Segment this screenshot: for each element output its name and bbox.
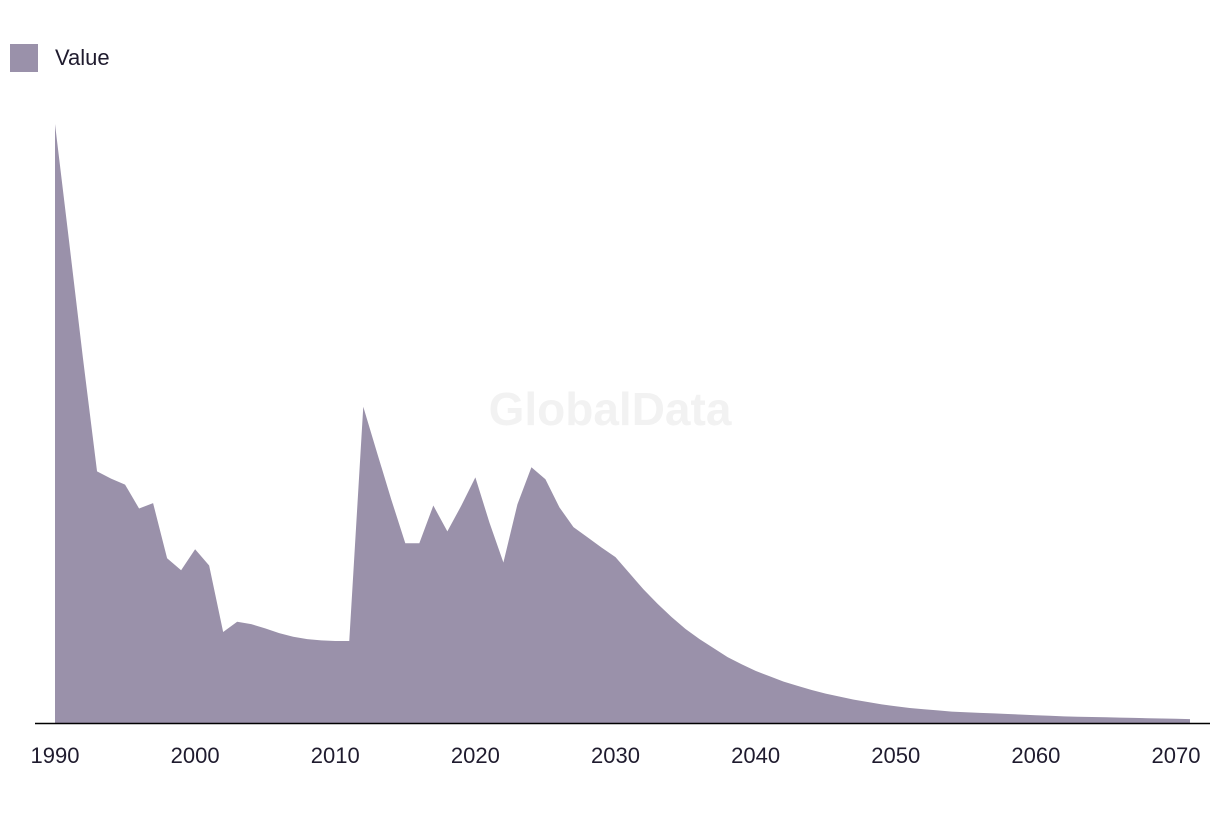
x-tick-label: 1990: [31, 743, 80, 768]
x-axis-ticks: 1990 2000 2010 2020 2030 2040 2050 2060 2070: [31, 743, 1201, 768]
legend-swatch-value: [10, 44, 38, 72]
legend-label-value: Value: [55, 45, 110, 70]
watermark: GlobalData: [489, 383, 732, 435]
x-tick-label: 2030: [591, 743, 640, 768]
x-tick-label: 2010: [311, 743, 360, 768]
area-series-value: [55, 124, 1190, 723]
legend: Value: [10, 44, 110, 72]
x-tick-label: 2020: [451, 743, 500, 768]
x-tick-label: 2050: [871, 743, 920, 768]
x-tick-label: 2040: [731, 743, 780, 768]
x-tick-label: 2060: [1011, 743, 1060, 768]
x-tick-label: 2000: [171, 743, 220, 768]
x-tick-label: 2070: [1152, 743, 1201, 768]
